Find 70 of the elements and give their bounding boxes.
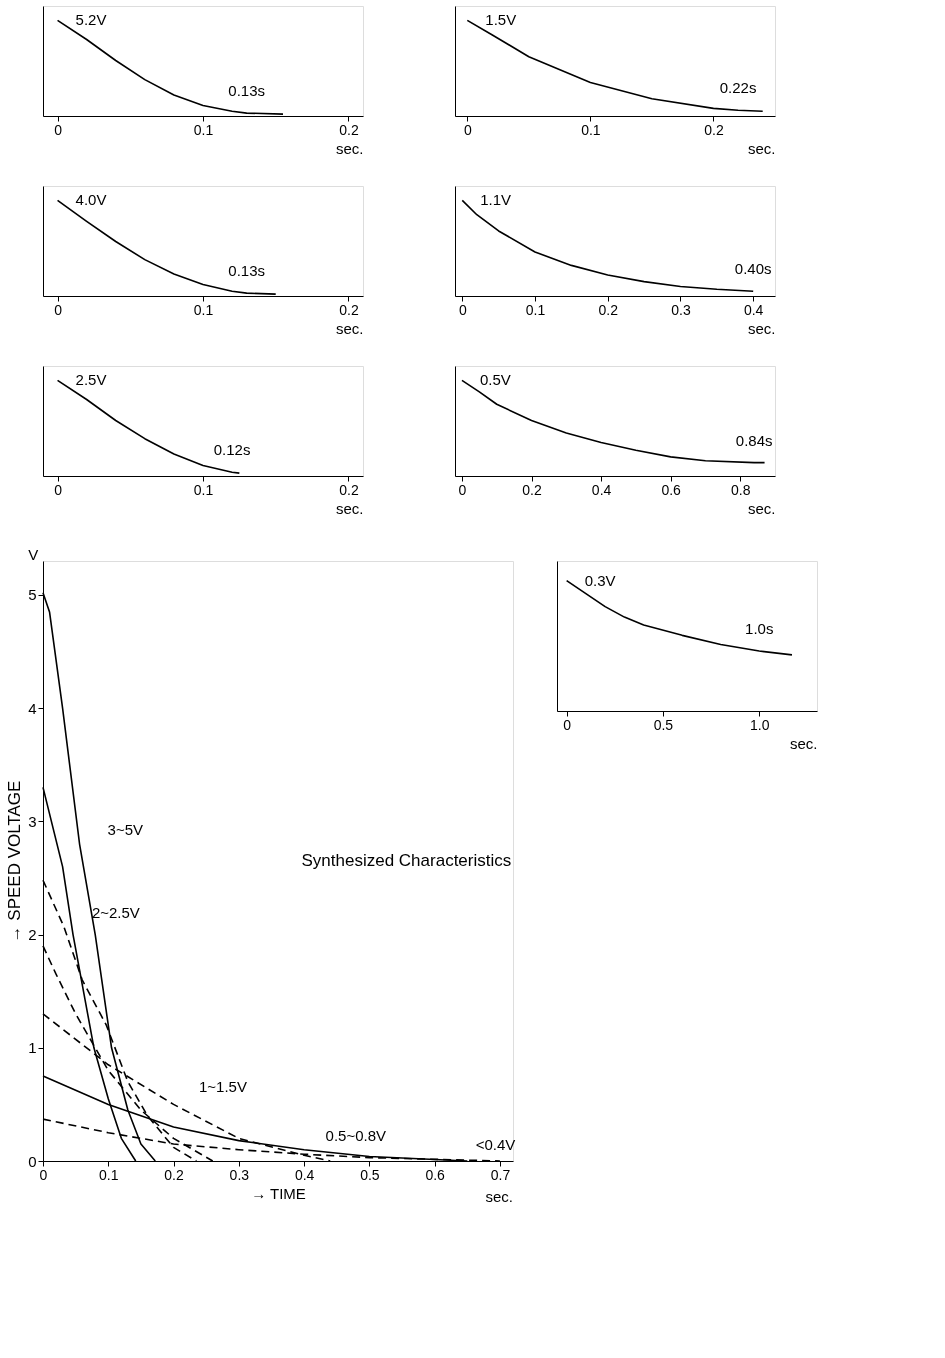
text: sec. [485, 1188, 513, 1205]
x-tick-label: 0.1 [193, 121, 214, 138]
y-tick-label: 2 [28, 926, 37, 944]
annotation: 1~1.5V [198, 1078, 247, 1095]
x-tick-label: 0 [39, 1166, 48, 1183]
annotation: 0.13s [228, 82, 265, 100]
y-axis-title: → SPEED VOLTAGE [5, 780, 25, 943]
x-tick-label: 0.2 [598, 301, 619, 318]
x-tick-label: 0 [54, 481, 63, 498]
annotation: 1.0s [745, 620, 774, 637]
x-tick-label: 0 [54, 301, 63, 318]
annotation: 0.22s [719, 79, 757, 97]
x-tick-label: 0.6 [661, 481, 682, 498]
x-tick-label: 0.5 [360, 1166, 380, 1183]
annotation: 2~2.5V [91, 903, 140, 921]
x-axis-title: sec. [747, 319, 776, 337]
annotation: 0.12s [213, 441, 251, 459]
x-axis-title: sec. [789, 734, 818, 752]
x-tick-label: 0.1 [525, 301, 546, 318]
x-tick-label: 0 [458, 301, 467, 318]
annotation: Synthesized Characteristics [301, 851, 512, 870]
annotation: 0.5~0.8V [325, 1126, 387, 1144]
annotation: 0.84s [735, 431, 773, 449]
x-axis-title: sec. [335, 499, 364, 517]
x-tick-label: 0.5 [653, 716, 674, 733]
x-tick-label: 0.3 [671, 301, 691, 318]
x-tick-label: 0.2 [522, 481, 542, 498]
x-axis-title: sec. [335, 319, 364, 337]
x-tick-label: 0.2 [339, 121, 359, 138]
annotation: 0.3V [584, 571, 616, 589]
annotation: 4.0V [75, 191, 107, 209]
y-tick-label: 1 [28, 1039, 37, 1057]
x-tick-label: 0.2 [164, 1166, 184, 1183]
x-tick-label: 0.1 [99, 1166, 119, 1183]
x-tick-label: 0.1 [193, 301, 214, 318]
y-tick-label: 3 [28, 812, 37, 830]
x-tick-label: 0.3 [229, 1166, 250, 1183]
x-axis-title: sec. [747, 499, 776, 517]
x-tick-label: 0.6 [425, 1166, 446, 1183]
x-axis-title: sec. [747, 139, 776, 157]
x-tick-label: 0 [54, 121, 63, 138]
x-tick-label: 0 [463, 121, 472, 138]
x-tick-label: 1.0 [749, 716, 770, 733]
x-axis-title: sec. [335, 139, 364, 157]
x-tick-label: 0.2 [339, 301, 359, 318]
x-tick-label: 0.2 [704, 121, 724, 138]
y-tick-label: 0 [28, 1152, 37, 1170]
annotation: 3~5V [107, 821, 144, 839]
annotation: 0.13s [228, 262, 265, 280]
x-tick-label: 0.1 [193, 481, 214, 498]
x-tick-label: 0 [458, 481, 467, 498]
annotation: 0.40s [734, 260, 772, 278]
x-tick-label: 0 [563, 716, 572, 733]
x-tick-label: 0.7 [490, 1166, 511, 1183]
annotation: 0.5V [479, 371, 511, 389]
annotation: <0.4V [475, 1135, 516, 1153]
x-tick-label: 0.4 [294, 1166, 315, 1183]
x-tick-label: 0.4 [743, 301, 764, 318]
annotation: 1.5V [485, 11, 517, 29]
annotation: 2.5V [75, 371, 107, 389]
x-axis-title: → TIME [251, 1184, 306, 1202]
x-tick-label: 0.4 [591, 481, 612, 498]
annotation: 1.1V [480, 191, 512, 209]
x-tick-label: 0.1 [581, 121, 601, 138]
x-tick-label: 0.8 [730, 481, 751, 498]
y-tick-label: 4 [28, 699, 37, 717]
y-tick-label: 5 [28, 586, 37, 604]
x-tick-label: 0.2 [339, 481, 359, 498]
annotation: 5.2V [75, 11, 107, 29]
text: V [28, 546, 39, 563]
